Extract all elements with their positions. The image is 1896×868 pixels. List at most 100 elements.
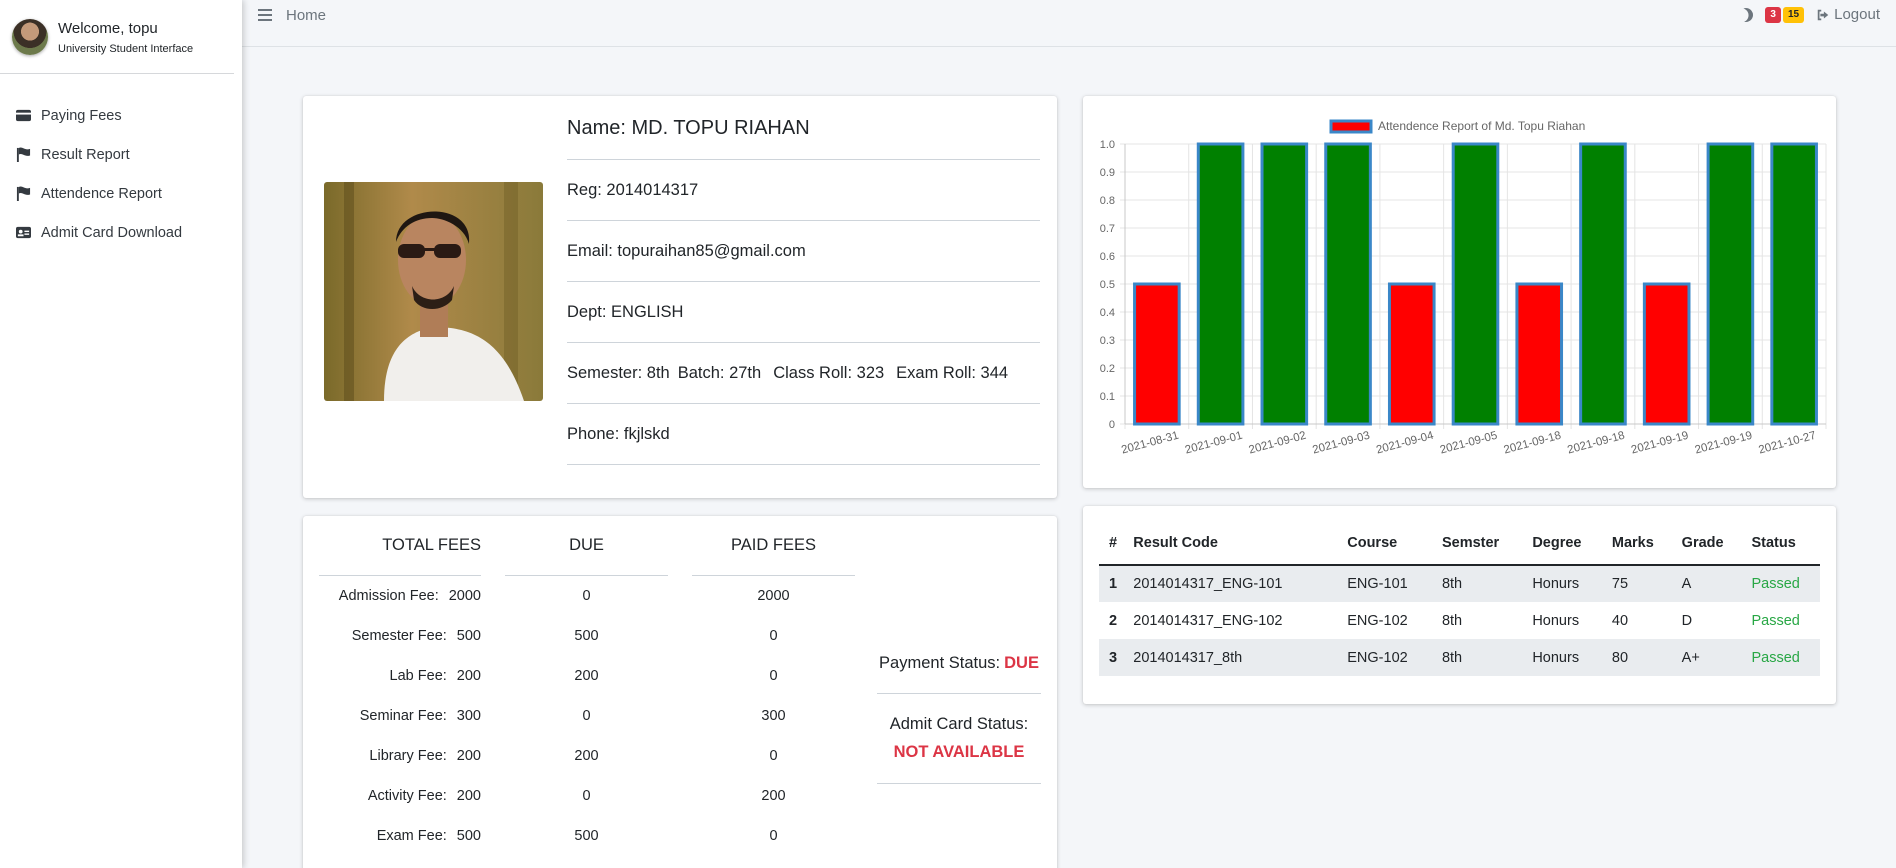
y-tick-label: 0.1 [1100,391,1115,403]
chart-bar[interactable] [1133,282,1181,426]
profile-class-roll: Class Roll: 323 [773,363,885,382]
sidebar-item-label: Attendence Report [41,185,162,202]
sidebar-item-label: Result Report [41,146,130,163]
attendance-chart-card: Attendence Report of Md. Topu Riahan 0 0.1… [1083,96,1836,488]
sidebar-item-admit-card-download[interactable]: Admit Card Download [0,213,242,252]
y-tick-label: 0.4 [1100,307,1115,319]
fees-paid-header: PAID FEES [692,516,855,576]
navbar-right: 3 15 Logout [1739,6,1896,23]
table-cell: ENG-101 [1337,565,1432,602]
x-tick-label: 2021-09-18 [1502,430,1562,457]
x-tick-label: 2021-09-19 [1694,430,1754,457]
fee-due-value: 0 [582,708,591,724]
table-cell: 80 [1601,639,1672,676]
chart-bar[interactable] [1196,142,1245,426]
hamburger-menu-icon[interactable] [258,9,272,21]
logout-button[interactable]: Logout [1816,6,1880,23]
chart-bar[interactable] [1579,142,1627,426]
table-cell: 40 [1611,612,1629,629]
chart-bar[interactable] [1260,142,1309,426]
fee-paid-value: 0 [769,628,778,644]
payment-status-value: DUE [1004,654,1039,672]
sidebar-item-label: Paying Fees [41,107,122,124]
sidebar-item-paying-fees[interactable]: Paying Fees [0,96,242,135]
fee-due-value: 0 [582,788,591,804]
table-cell: 2 [1109,612,1118,629]
avatar[interactable] [12,18,48,55]
profile-phone: Phone: fkjlskd [567,404,1040,465]
chart-bar[interactable] [1642,282,1691,426]
fee-label: Library Fee: [369,748,447,764]
notification-badge-yellow[interactable]: 15 [1782,6,1805,23]
fee-paid-value: 0 [769,828,778,844]
table-cell: 2014014317_ENG-101 [1123,565,1338,602]
sidebar-item-label: Admit Card Download [41,224,183,241]
fees-total-column: TOTAL FEES Admission Fee: 2000 Semester Fe… [319,516,481,856]
results-header-cell: Grade [1671,522,1742,566]
chart-bar[interactable] [1451,142,1500,426]
fee-label: Admission Fee: [338,588,439,604]
profile-email: Email: topuraihan85@gmail.com [567,221,1040,282]
payment-status: Payment Status: DUE [877,634,1041,694]
attendance-chart: Attendence Report of Md. Topu Riahan 0 0.1… [1100,119,1827,457]
flag-icon [16,147,31,162]
profile-academic: Semester: 8th Batch: 27th Class Roll: 32… [567,343,1040,404]
legend-swatch [1329,119,1373,134]
top-navbar: Home 3 15 Logout [242,0,1896,47]
y-tick-label: 0.3 [1100,335,1115,347]
dark-mode-moon-icon[interactable] [1737,5,1756,24]
notification-badge-red[interactable]: 3 [1765,6,1781,23]
fee-total-value: 200 [456,788,481,804]
fees-due-header: DUE [505,516,668,576]
fee-row: Seminar Fee: 300 [319,696,481,736]
x-tick-label: 2021-09-02 [1248,430,1308,457]
sidebar-item-attendence-report[interactable]: Attendence Report [0,174,242,213]
fee-paid-value: 2000 [757,588,790,604]
fee-due-value: 0 [582,588,591,604]
x-tick-label: 2021-09-19 [1630,430,1690,457]
y-tick-label: 0 [1109,419,1115,431]
profile-name: Name: MD. TOPU RIAHAN [567,96,1040,160]
fee-label: Semester Fee: [351,628,447,644]
x-tick-label: 2021-09-04 [1375,430,1436,457]
chart-bar[interactable] [1324,142,1372,426]
x-tick-label: 2021-08-31 [1120,430,1180,457]
sidebar-item-result-report[interactable]: Result Report [0,135,242,174]
fee-total-value: 300 [456,708,481,724]
table-cell: ENG-102 [1347,612,1408,629]
y-tick-label: 0.9 [1100,167,1115,179]
legend-label: Attendence Report of Md. Topu Riahan [1378,119,1585,133]
user-text: Welcome, topu University Student Interfa… [58,19,193,55]
table-cell: 8th [1441,612,1463,629]
table-cell: 75 [1601,565,1672,602]
table-cell: Honurs [1522,565,1602,602]
sidebar-nav: Paying Fees Result Report Attendence Rep… [0,96,242,252]
profile-dept: Dept: ENGLISH [567,282,1040,343]
table-row: 3 2014014317_8th ENG-102 8th Honurs 80 A+ Passe… [1099,639,1820,676]
profile-semester: Semester: 8th [567,363,670,382]
fee-due-value: 500 [574,828,599,844]
y-tick-label: 1.0 [1100,139,1115,151]
home-link[interactable]: Home [286,7,327,24]
user-subtitle: University Student Interface [58,42,194,55]
profile-card: Name: MD. TOPU RIAHAN Reg: 2014014317 Em… [303,96,1057,498]
profile-reg: Reg: 2014014317 [567,160,1040,221]
results-header-cell: Status [1741,522,1820,566]
chart-bar[interactable] [1706,142,1755,426]
fees-paid-column: PAID FEES 2000 0 0 300 0 200 0 [692,516,855,856]
fee-total-value: 2000 [448,588,481,604]
fee-total-value: 200 [456,748,481,764]
y-tick-label: 0.2 [1100,363,1115,375]
fee-paid-value: 300 [761,708,786,724]
chart-bar[interactable] [1515,282,1564,426]
fee-row: Activity Fee: 200 [319,776,481,816]
welcome-text[interactable]: Welcome, topu [58,19,158,37]
chart-bar[interactable] [1770,142,1818,426]
table-cell: ENG-102 [1337,639,1432,676]
chart-bar[interactable] [1387,282,1436,426]
table-cell: 8th [1431,639,1523,676]
results-header-cell: Course [1337,522,1432,566]
profile-photo-image [324,182,543,401]
logout-icon [1817,9,1829,20]
fee-row: Lab Fee: 200 [319,656,481,696]
